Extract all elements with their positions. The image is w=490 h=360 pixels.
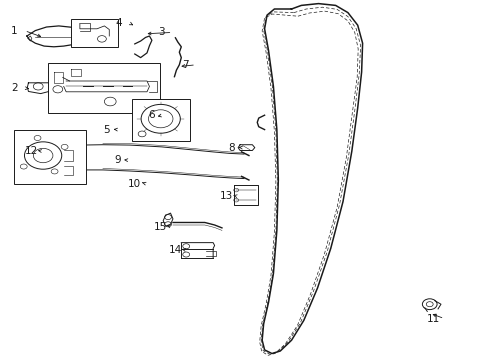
Text: 8: 8 <box>228 143 235 153</box>
Text: 13: 13 <box>220 191 233 201</box>
Text: 10: 10 <box>128 179 141 189</box>
Bar <box>71 19 118 47</box>
Text: 12: 12 <box>25 146 39 156</box>
Bar <box>132 99 190 141</box>
Text: 7: 7 <box>182 60 189 70</box>
Text: 15: 15 <box>154 222 168 232</box>
Text: 5: 5 <box>103 125 110 135</box>
Text: 1: 1 <box>10 26 17 36</box>
Text: 3: 3 <box>158 27 165 37</box>
Text: 6: 6 <box>148 110 155 120</box>
Text: 4: 4 <box>116 18 122 28</box>
Bar <box>48 63 160 113</box>
Text: 9: 9 <box>114 155 121 165</box>
Text: 2: 2 <box>11 83 18 93</box>
Text: 11: 11 <box>427 314 441 324</box>
Bar <box>14 130 86 184</box>
Text: 14: 14 <box>169 245 182 255</box>
